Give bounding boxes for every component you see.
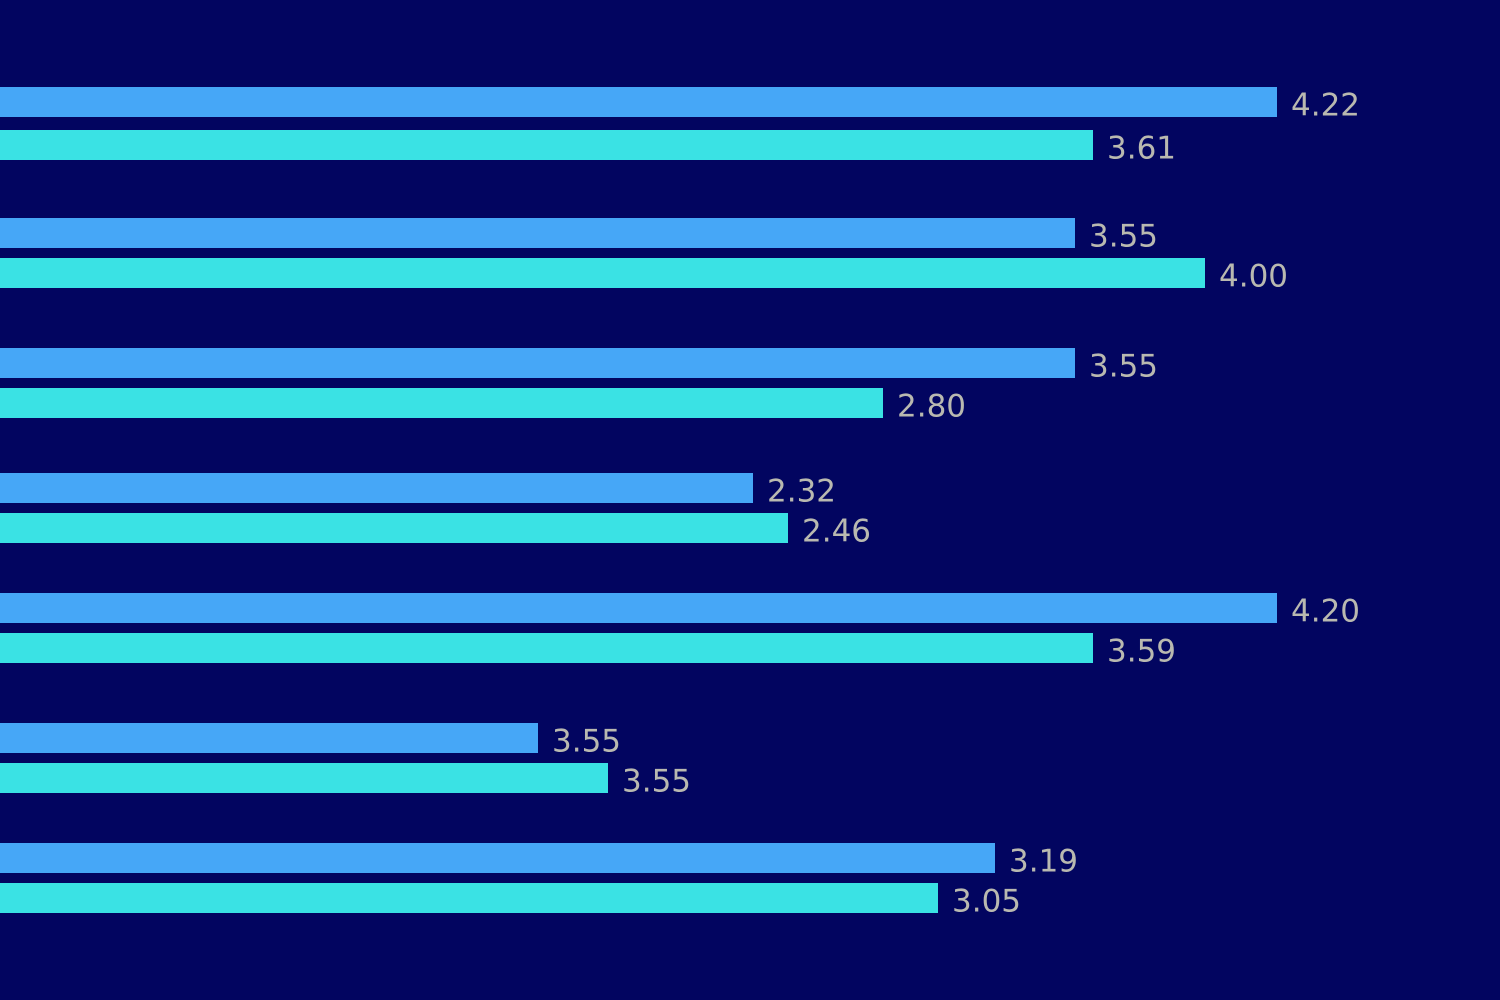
bar-value-label-7-a: 3.19 <box>1009 844 1078 880</box>
bar-5-b <box>0 633 1093 663</box>
bar-6-b <box>0 763 608 793</box>
bar-value-label-4-a: 2.32 <box>767 474 836 510</box>
bar-7-a <box>0 843 995 873</box>
bar-value-label-5-b: 3.59 <box>1107 634 1176 670</box>
bar-2-a <box>0 218 1075 248</box>
bar-value-label-2-b: 4.00 <box>1219 259 1288 295</box>
bar-5-a <box>0 593 1277 623</box>
bar-4-b <box>0 513 788 543</box>
bar-value-label-6-a: 3.55 <box>552 724 621 760</box>
bar-value-label-1-b: 3.61 <box>1107 131 1176 167</box>
labels-layer: 4.22 3.61 3.55 4.00 3.55 2.80 2.32 2.46 4.20 3.59… <box>552 88 1360 920</box>
bar-value-label-4-b: 2.46 <box>802 514 871 550</box>
bar-7-b <box>0 883 938 913</box>
bar-4-a <box>0 473 753 503</box>
bar-1-b <box>0 130 1093 160</box>
bar-value-label-3-a: 3.55 <box>1089 349 1158 385</box>
bar-6-a <box>0 723 538 753</box>
bar-2-b <box>0 258 1205 288</box>
bar-value-label-3-b: 2.80 <box>897 389 966 425</box>
bar-3-b <box>0 388 883 418</box>
bar-value-label-6-b: 3.55 <box>622 764 691 800</box>
bar-value-label-1-a: 4.22 <box>1291 88 1360 124</box>
bar-value-label-7-b: 3.05 <box>952 884 1021 920</box>
bar-3-a <box>0 348 1075 378</box>
bar-value-label-2-a: 3.55 <box>1089 219 1158 255</box>
bar-1-a <box>0 87 1277 117</box>
bar-value-label-5-a: 4.20 <box>1291 594 1360 630</box>
bars-layer <box>0 87 1277 913</box>
